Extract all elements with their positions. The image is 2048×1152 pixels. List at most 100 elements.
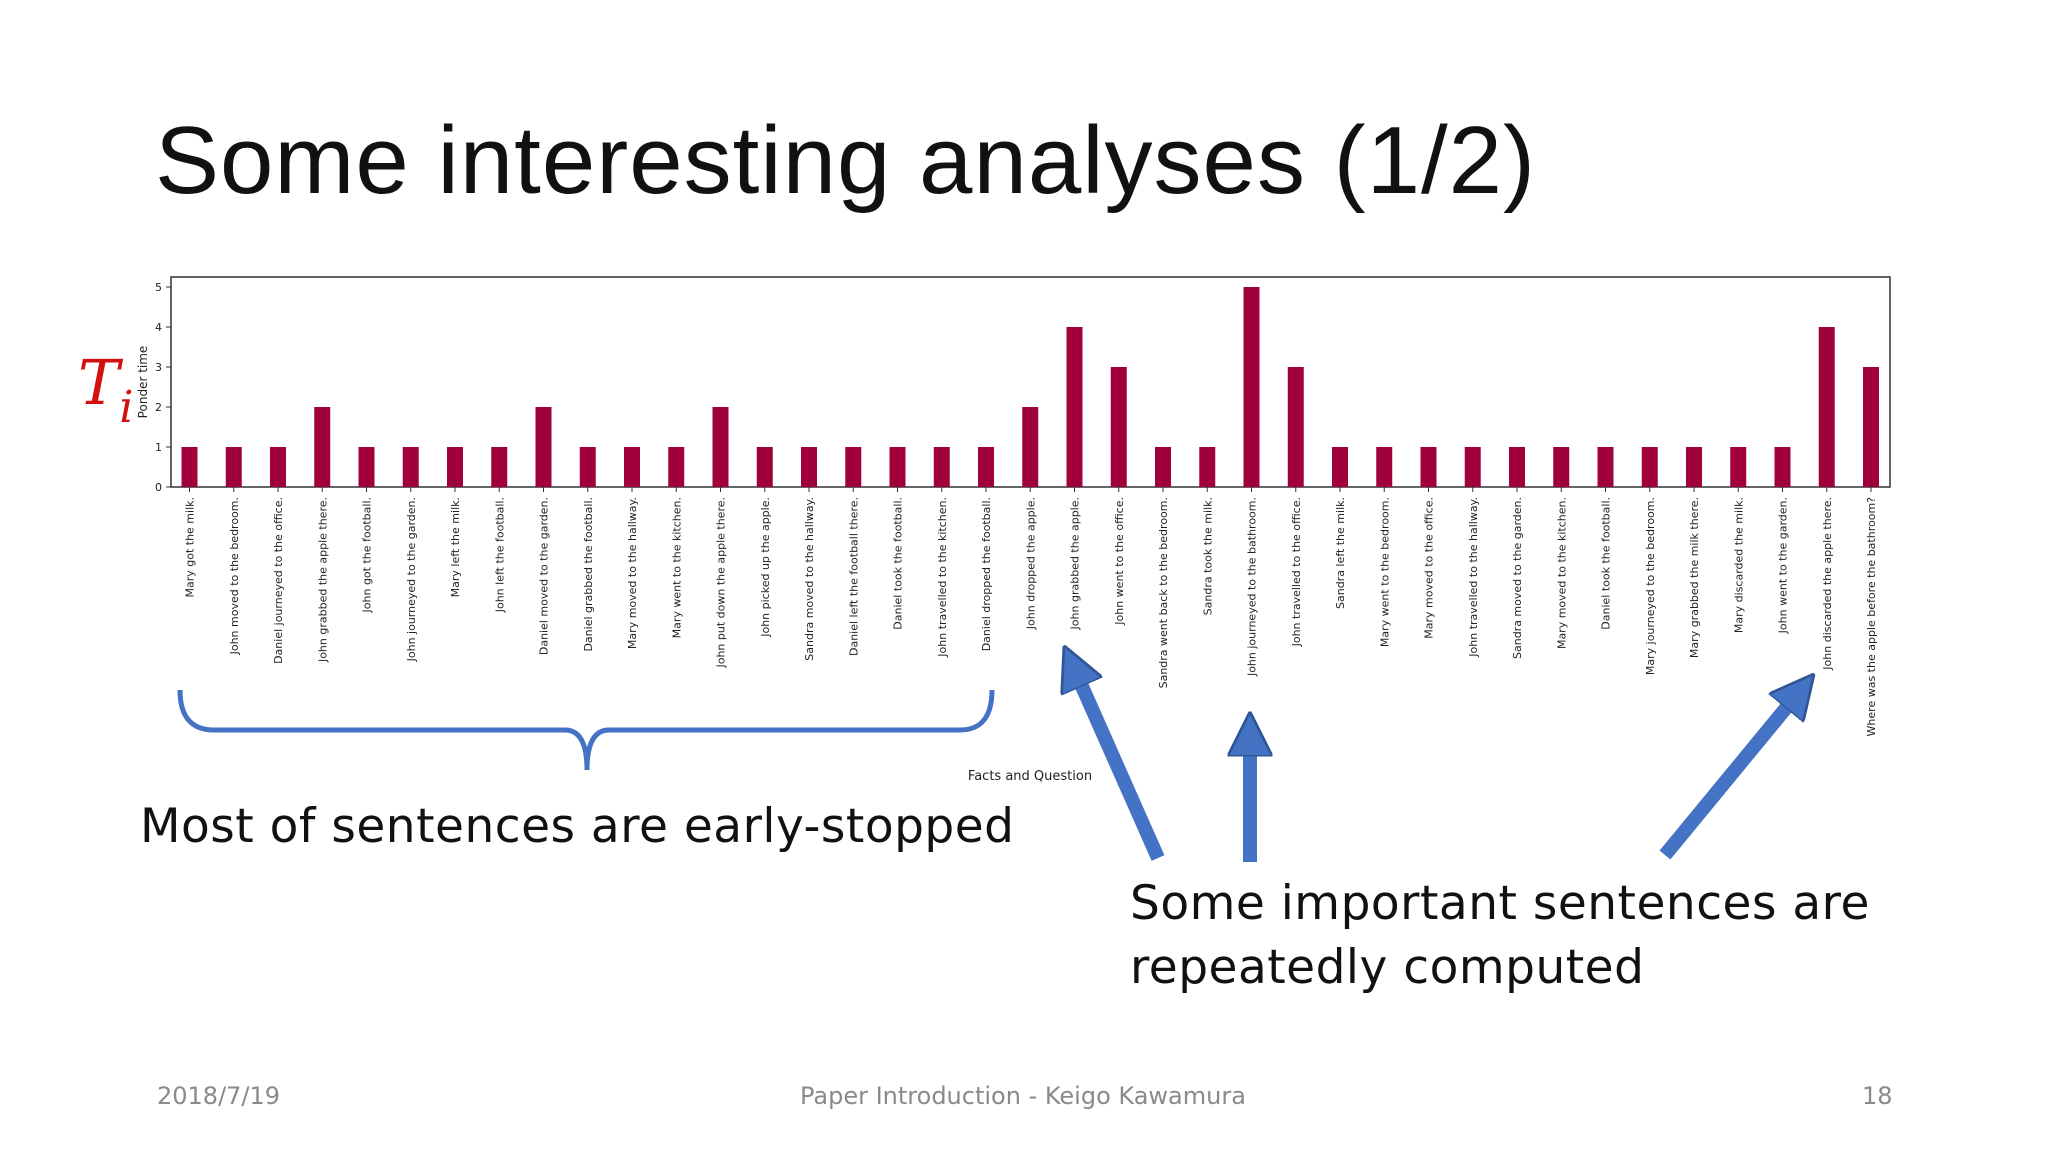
- caption-repeated: Some important sentences are repeatedly …: [1130, 872, 1870, 1000]
- x-tick-label: Sandra went back to the bedroom.: [1157, 497, 1170, 688]
- bar: [1199, 447, 1216, 487]
- slide-title: Some interesting analyses (1/2): [155, 107, 1536, 214]
- x-tick-label: Sandra left the milk.: [1334, 497, 1347, 609]
- x-tick-label: Mary grabbed the milk there.: [1688, 497, 1701, 658]
- bar: [1420, 447, 1437, 487]
- x-tick-label: John got the football.: [361, 497, 374, 613]
- bar: [1022, 407, 1039, 487]
- x-tick-label: Daniel took the football.: [892, 497, 905, 630]
- x-tick-label: John travelled to the hallway.: [1467, 497, 1480, 658]
- bar: [978, 447, 994, 487]
- bar: [668, 447, 685, 487]
- x-tick-label: John went to the office.: [1113, 497, 1126, 626]
- bar: [1464, 447, 1481, 487]
- caption-early-stopped: Most of sentences are early-stopped: [140, 799, 1015, 854]
- bar: [756, 447, 773, 487]
- x-tick-label: Mary moved to the hallway.: [626, 497, 639, 649]
- bar: [358, 447, 375, 487]
- ponder-time-symbol: Ti: [78, 352, 133, 430]
- x-tick-label: Sandra moved to the hallway.: [803, 497, 816, 661]
- bar: [1597, 447, 1614, 487]
- footer-title: Paper Introduction - Keigo Kawamura: [800, 1082, 1246, 1110]
- x-tick-labels: Mary got the milk. John moved to the bedr…: [184, 487, 1878, 737]
- y-tick-label: 4: [155, 321, 162, 334]
- caption-repeated-line1: Some important sentences are: [1130, 876, 1870, 931]
- x-tick-label: Mary went to the bedroom.: [1378, 497, 1391, 647]
- x-tick-label: Mary discarded the milk.: [1732, 497, 1745, 633]
- x-tick-label: Mary went to the kitchen.: [670, 497, 683, 638]
- x-tick-label: John moved to the bedroom.: [228, 497, 241, 655]
- x-tick-label: John dropped the apple.: [1024, 497, 1037, 630]
- bar: [1818, 327, 1835, 487]
- bar: [535, 407, 552, 487]
- bar: [181, 447, 198, 487]
- x-tick-label: John went to the garden.: [1777, 497, 1790, 634]
- x-tick-label: John journeyed to the garden.: [405, 497, 418, 662]
- bar: [1553, 447, 1570, 487]
- y-tick-label: 1: [155, 441, 162, 454]
- x-tick-label: Daniel left the football there.: [847, 497, 860, 656]
- x-tick-label: John grabbed the apple there.: [316, 497, 329, 663]
- bar: [1376, 447, 1393, 487]
- bar: [447, 447, 463, 487]
- x-tick-label: John grabbed the apple.: [1069, 497, 1082, 630]
- footer-date: 2018/7/19: [157, 1082, 281, 1110]
- brace-shape: [177, 689, 995, 771]
- x-tick-label: John left the football.: [493, 497, 506, 613]
- y-tick-label: 5: [155, 281, 162, 294]
- bar: [1287, 367, 1304, 487]
- x-tick-label: Mary moved to the kitchen.: [1555, 497, 1568, 649]
- bar: [1509, 447, 1525, 487]
- bar: [1110, 367, 1127, 487]
- x-tick-label: John picked up the apple.: [759, 497, 772, 638]
- y-axis-label: Ponder time: [136, 346, 150, 419]
- bar: [712, 407, 729, 487]
- x-tick-label: John journeyed to the bathroom.: [1246, 497, 1259, 677]
- x-tick-label: John travelled to the kitchen.: [936, 497, 949, 658]
- bars-group: [181, 287, 1879, 487]
- x-tick-label: Sandra took the milk.: [1201, 497, 1214, 615]
- bar: [1774, 447, 1791, 487]
- y-tick-label: 3: [155, 361, 162, 374]
- arrow-to-grabbed-apple: [1073, 666, 1165, 861]
- x-tick-label: Daniel took the football.: [1600, 497, 1613, 630]
- x-tick-label: Daniel journeyed to the office.: [272, 497, 285, 664]
- x-axis-label: Facts and Question: [968, 769, 1092, 784]
- x-tick-label: Daniel dropped the football.: [980, 497, 993, 651]
- bar: [579, 447, 596, 487]
- x-tick-label: Sandra moved to the garden.: [1511, 497, 1524, 659]
- x-tick-label: Mary left the milk.: [449, 497, 462, 597]
- ti-base: T: [78, 346, 120, 419]
- bar: [1686, 447, 1702, 487]
- bar: [1155, 447, 1171, 487]
- bar: [801, 447, 817, 487]
- x-tick-label: Mary moved to the office.: [1423, 497, 1436, 639]
- x-tick-label: Daniel grabbed the football.: [582, 497, 595, 652]
- x-tick-label: John discarded the apple there.: [1821, 497, 1834, 671]
- bar: [624, 447, 640, 487]
- bar: [270, 447, 286, 487]
- x-tick-label: John travelled to the office.: [1290, 497, 1303, 647]
- y-tick-label: 2: [155, 401, 162, 414]
- bar: [1641, 447, 1658, 487]
- bar: [402, 447, 419, 487]
- x-tick-label: Mary journeyed to the bedroom.: [1644, 497, 1657, 675]
- arrow-to-discarded-apple: [1659, 691, 1800, 860]
- bar: [1243, 287, 1260, 487]
- bar: [933, 447, 950, 487]
- x-tick-label: Where was the apple before the bathroom?: [1865, 497, 1878, 737]
- bar: [314, 407, 331, 487]
- y-axis: 0 1 2 3 4 5: [155, 281, 171, 494]
- bar: [845, 447, 862, 487]
- bar: [889, 447, 906, 487]
- caption-repeated-line2: repeatedly computed: [1130, 940, 1645, 995]
- x-tick-label: Mary got the milk.: [184, 497, 197, 598]
- bar: [1332, 447, 1348, 487]
- bar: [1863, 367, 1879, 487]
- bar: [1730, 447, 1747, 487]
- bar: [225, 447, 242, 487]
- page-number: 18: [1862, 1082, 1893, 1110]
- x-tick-label: John put down the apple there.: [715, 497, 728, 669]
- x-tick-label: Daniel moved to the garden.: [538, 497, 551, 655]
